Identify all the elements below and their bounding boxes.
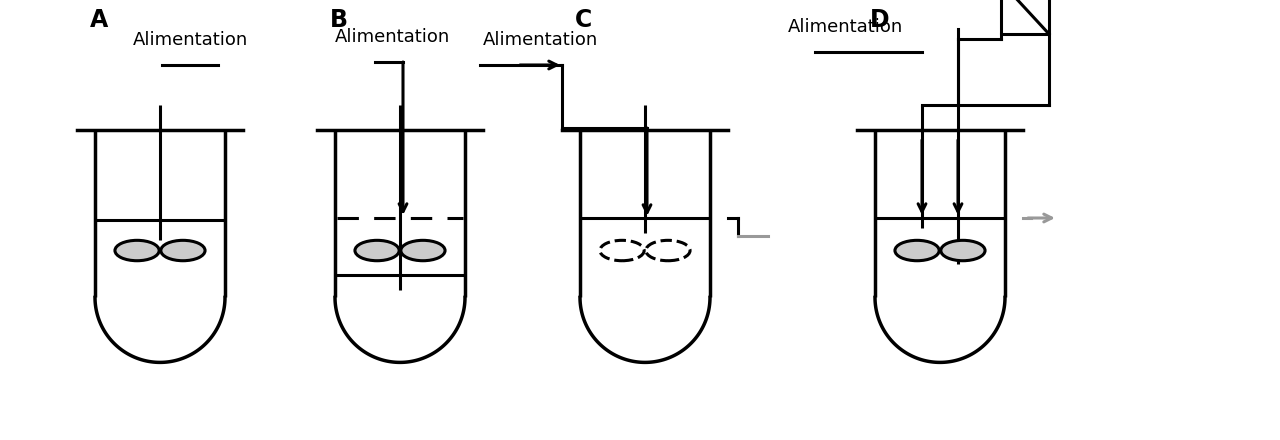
Text: D: D [870, 8, 890, 32]
Ellipse shape [895, 240, 940, 261]
Text: Alimentation: Alimentation [334, 28, 449, 46]
Text: A: A [90, 8, 109, 32]
Ellipse shape [355, 240, 399, 261]
Ellipse shape [161, 240, 205, 261]
Ellipse shape [115, 240, 159, 261]
Text: C: C [575, 8, 593, 32]
Text: Alimentation: Alimentation [483, 31, 598, 49]
Text: Alimentation: Alimentation [132, 31, 247, 49]
Text: Alimentation: Alimentation [787, 18, 902, 36]
Text: B: B [330, 8, 348, 32]
Ellipse shape [401, 240, 445, 261]
Ellipse shape [941, 240, 986, 261]
